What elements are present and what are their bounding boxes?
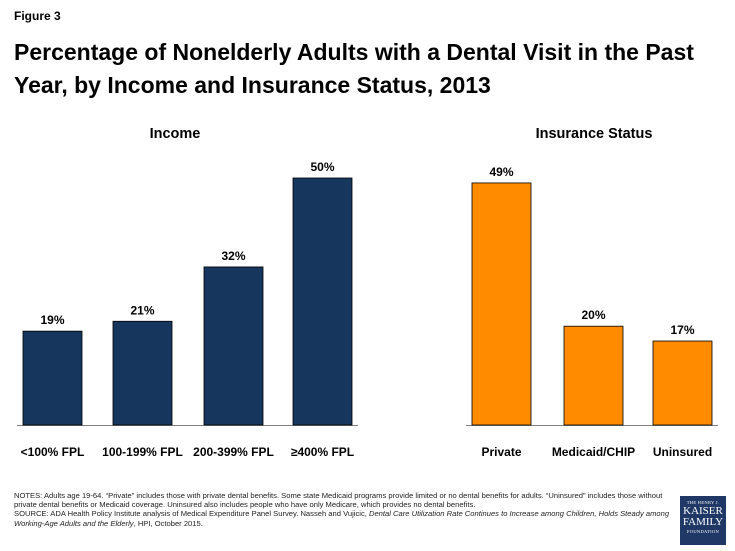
notes-text: NOTES: Adults age 19-64. “Private” inclu… <box>14 491 663 510</box>
chart-title: Percentage of Nonelderly Adults with a D… <box>14 39 694 98</box>
bar-income-3 <box>292 177 353 426</box>
data-label-income-3: 50% <box>310 160 334 174</box>
logo-line3: FAMILY <box>682 516 724 528</box>
logo-line1: THE HENRY J. <box>686 500 720 505</box>
data-label-insurance-1: 20% <box>581 308 605 322</box>
data-label-income-1: 21% <box>130 303 154 317</box>
data-label-insurance-2: 17% <box>670 323 694 337</box>
category-label-insurance-2: Uninsured <box>653 445 712 459</box>
bar-income-1 <box>112 320 173 426</box>
kff-logo: THE HENRY J. KAISER FAMILY FOUNDATION <box>680 496 726 545</box>
group-header-income: Income <box>150 126 201 142</box>
group-header-insurance: Insurance Status <box>536 126 653 142</box>
category-label-income-2: 200-399% FPL <box>193 445 274 459</box>
category-label-income-1: 100-199% FPL <box>102 445 183 459</box>
bar-insurance-2 <box>652 340 713 426</box>
figure-label: Figure 3 <box>14 9 61 23</box>
data-label-income-0: 19% <box>40 313 64 327</box>
category-label-income-3: ≥400% FPL <box>291 445 354 459</box>
category-label-insurance-0: Private <box>481 445 521 459</box>
data-label-insurance-0: 49% <box>489 165 513 179</box>
data-label-income-2: 32% <box>221 249 245 263</box>
logo-line2: KAISER <box>683 505 723 517</box>
source-title: Dental Care Utilization Rate Continues t… <box>14 509 670 528</box>
logo-line4: FOUNDATION <box>687 529 719 534</box>
bar-chart: Income 19% <100% FPL 21% 100-199% FPL 32% 200-… <box>17 126 718 459</box>
category-label-insurance-1: Medicaid/CHIP <box>552 445 635 459</box>
bar-income-0 <box>22 330 83 426</box>
source-suffix: , HPI, October 2015. <box>133 518 203 528</box>
source-prefix: SOURCE: ADA Health Policy Institute anal… <box>14 509 369 519</box>
bar-insurance-0 <box>471 182 532 426</box>
bar-insurance-1 <box>563 325 624 426</box>
chart-notes: NOTES: Adults age 19-64. “Private” inclu… <box>14 491 674 528</box>
category-label-income-0: <100% FPL <box>21 445 85 459</box>
bar-income-2 <box>203 266 264 426</box>
